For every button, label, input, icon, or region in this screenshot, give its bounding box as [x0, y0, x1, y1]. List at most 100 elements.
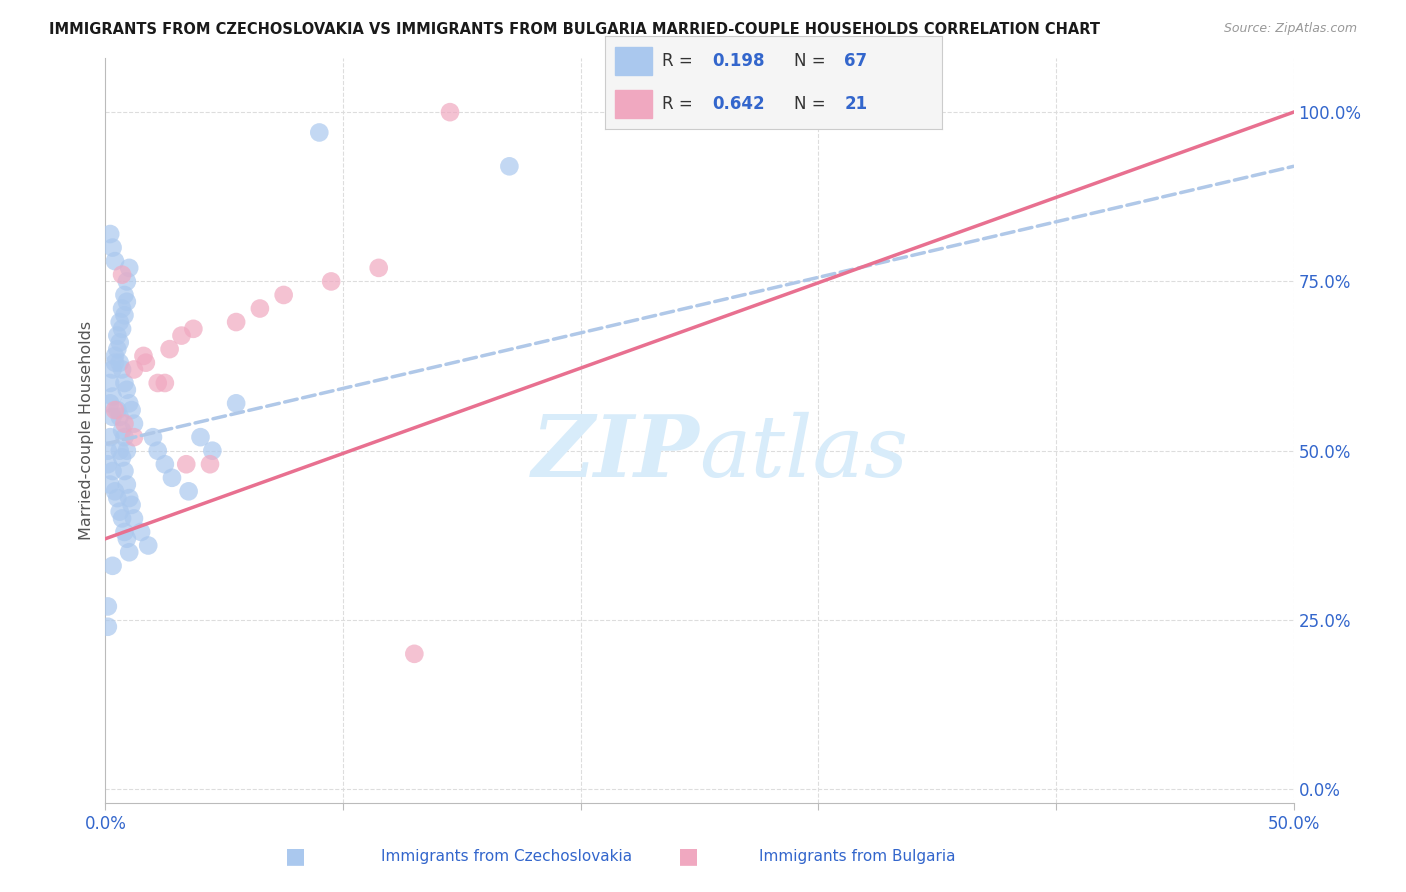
Point: [105, 403, 128, 417]
Point: [121, 498, 143, 512]
Text: 67: 67: [844, 52, 868, 70]
Point: [98, 376, 121, 390]
Point: [101, 241, 124, 255]
Point: [115, 443, 138, 458]
Point: [108, 356, 131, 370]
Point: [114, 430, 136, 444]
Text: Immigrants from Bulgaria: Immigrants from Bulgaria: [759, 849, 956, 863]
Text: 21: 21: [844, 95, 868, 113]
Text: ■: ■: [679, 847, 699, 866]
Point: [108, 443, 131, 458]
Point: [98, 227, 121, 241]
Point: [111, 322, 134, 336]
Point: [98, 396, 121, 410]
Point: [98, 477, 121, 491]
Point: [308, 126, 330, 140]
Point: [174, 457, 197, 471]
Point: [136, 539, 159, 553]
Point: [160, 471, 183, 485]
Point: [118, 260, 141, 275]
Point: [115, 477, 138, 491]
Point: [498, 159, 520, 173]
Point: [146, 443, 169, 458]
Point: [114, 464, 136, 478]
Text: R =: R =: [662, 52, 697, 70]
Point: [142, 430, 165, 444]
Point: [122, 362, 145, 376]
Point: [122, 430, 145, 444]
Text: Source: ZipAtlas.com: Source: ZipAtlas.com: [1223, 22, 1357, 36]
Point: [273, 288, 295, 302]
Point: [129, 524, 152, 539]
Bar: [614, 47, 652, 75]
Point: [101, 409, 124, 424]
Point: [104, 349, 127, 363]
Point: [105, 491, 128, 505]
Point: [122, 417, 145, 431]
Point: [114, 524, 136, 539]
Point: [249, 301, 271, 316]
Point: [105, 328, 128, 343]
Point: [108, 335, 131, 350]
Point: [225, 315, 247, 329]
Text: 0.642: 0.642: [713, 95, 765, 113]
Point: [104, 254, 127, 268]
Point: [183, 322, 205, 336]
Point: [108, 315, 131, 329]
Point: [104, 484, 127, 499]
Text: 0.198: 0.198: [713, 52, 765, 70]
Point: [101, 464, 124, 478]
Point: [115, 275, 138, 289]
Point: [111, 268, 134, 282]
Point: [177, 484, 200, 499]
Point: [101, 362, 124, 376]
Point: [115, 294, 138, 309]
Point: [97, 457, 120, 471]
Point: [108, 409, 131, 424]
Point: [101, 390, 124, 404]
Text: N =: N =: [793, 52, 831, 70]
Text: R =: R =: [662, 95, 697, 113]
Point: [111, 450, 134, 465]
Point: [153, 457, 176, 471]
Point: [115, 383, 138, 397]
Text: N =: N =: [793, 95, 831, 113]
Point: [108, 505, 131, 519]
Point: [367, 260, 389, 275]
Point: [121, 403, 143, 417]
Point: [104, 403, 127, 417]
Point: [225, 396, 247, 410]
Point: [159, 342, 181, 356]
Point: [135, 356, 157, 370]
Point: [321, 275, 343, 289]
Point: [97, 443, 120, 458]
Point: [118, 491, 141, 505]
Point: [98, 430, 121, 444]
Point: [118, 545, 141, 559]
Point: [114, 308, 136, 322]
Point: [132, 349, 155, 363]
Point: [114, 417, 136, 431]
Point: [105, 342, 128, 356]
Bar: [614, 90, 652, 118]
Point: [146, 376, 169, 390]
Point: [111, 301, 134, 316]
Point: [114, 288, 136, 302]
Point: [198, 457, 221, 471]
Point: [104, 356, 127, 370]
Text: atlas: atlas: [700, 411, 908, 494]
Point: [111, 511, 134, 525]
Text: ■: ■: [285, 847, 305, 866]
Point: [122, 511, 145, 525]
Text: IMMIGRANTS FROM CZECHOSLOVAKIA VS IMMIGRANTS FROM BULGARIA MARRIED-COUPLE HOUSEH: IMMIGRANTS FROM CZECHOSLOVAKIA VS IMMIGR…: [49, 22, 1101, 37]
Point: [439, 105, 461, 120]
Point: [101, 558, 124, 573]
Point: [111, 362, 134, 376]
Point: [170, 328, 193, 343]
Point: [404, 647, 426, 661]
Text: ZIP: ZIP: [531, 411, 700, 494]
Point: [97, 599, 120, 614]
Point: [201, 443, 224, 458]
Point: [153, 376, 176, 390]
Text: Immigrants from Czechoslovakia: Immigrants from Czechoslovakia: [381, 849, 631, 863]
